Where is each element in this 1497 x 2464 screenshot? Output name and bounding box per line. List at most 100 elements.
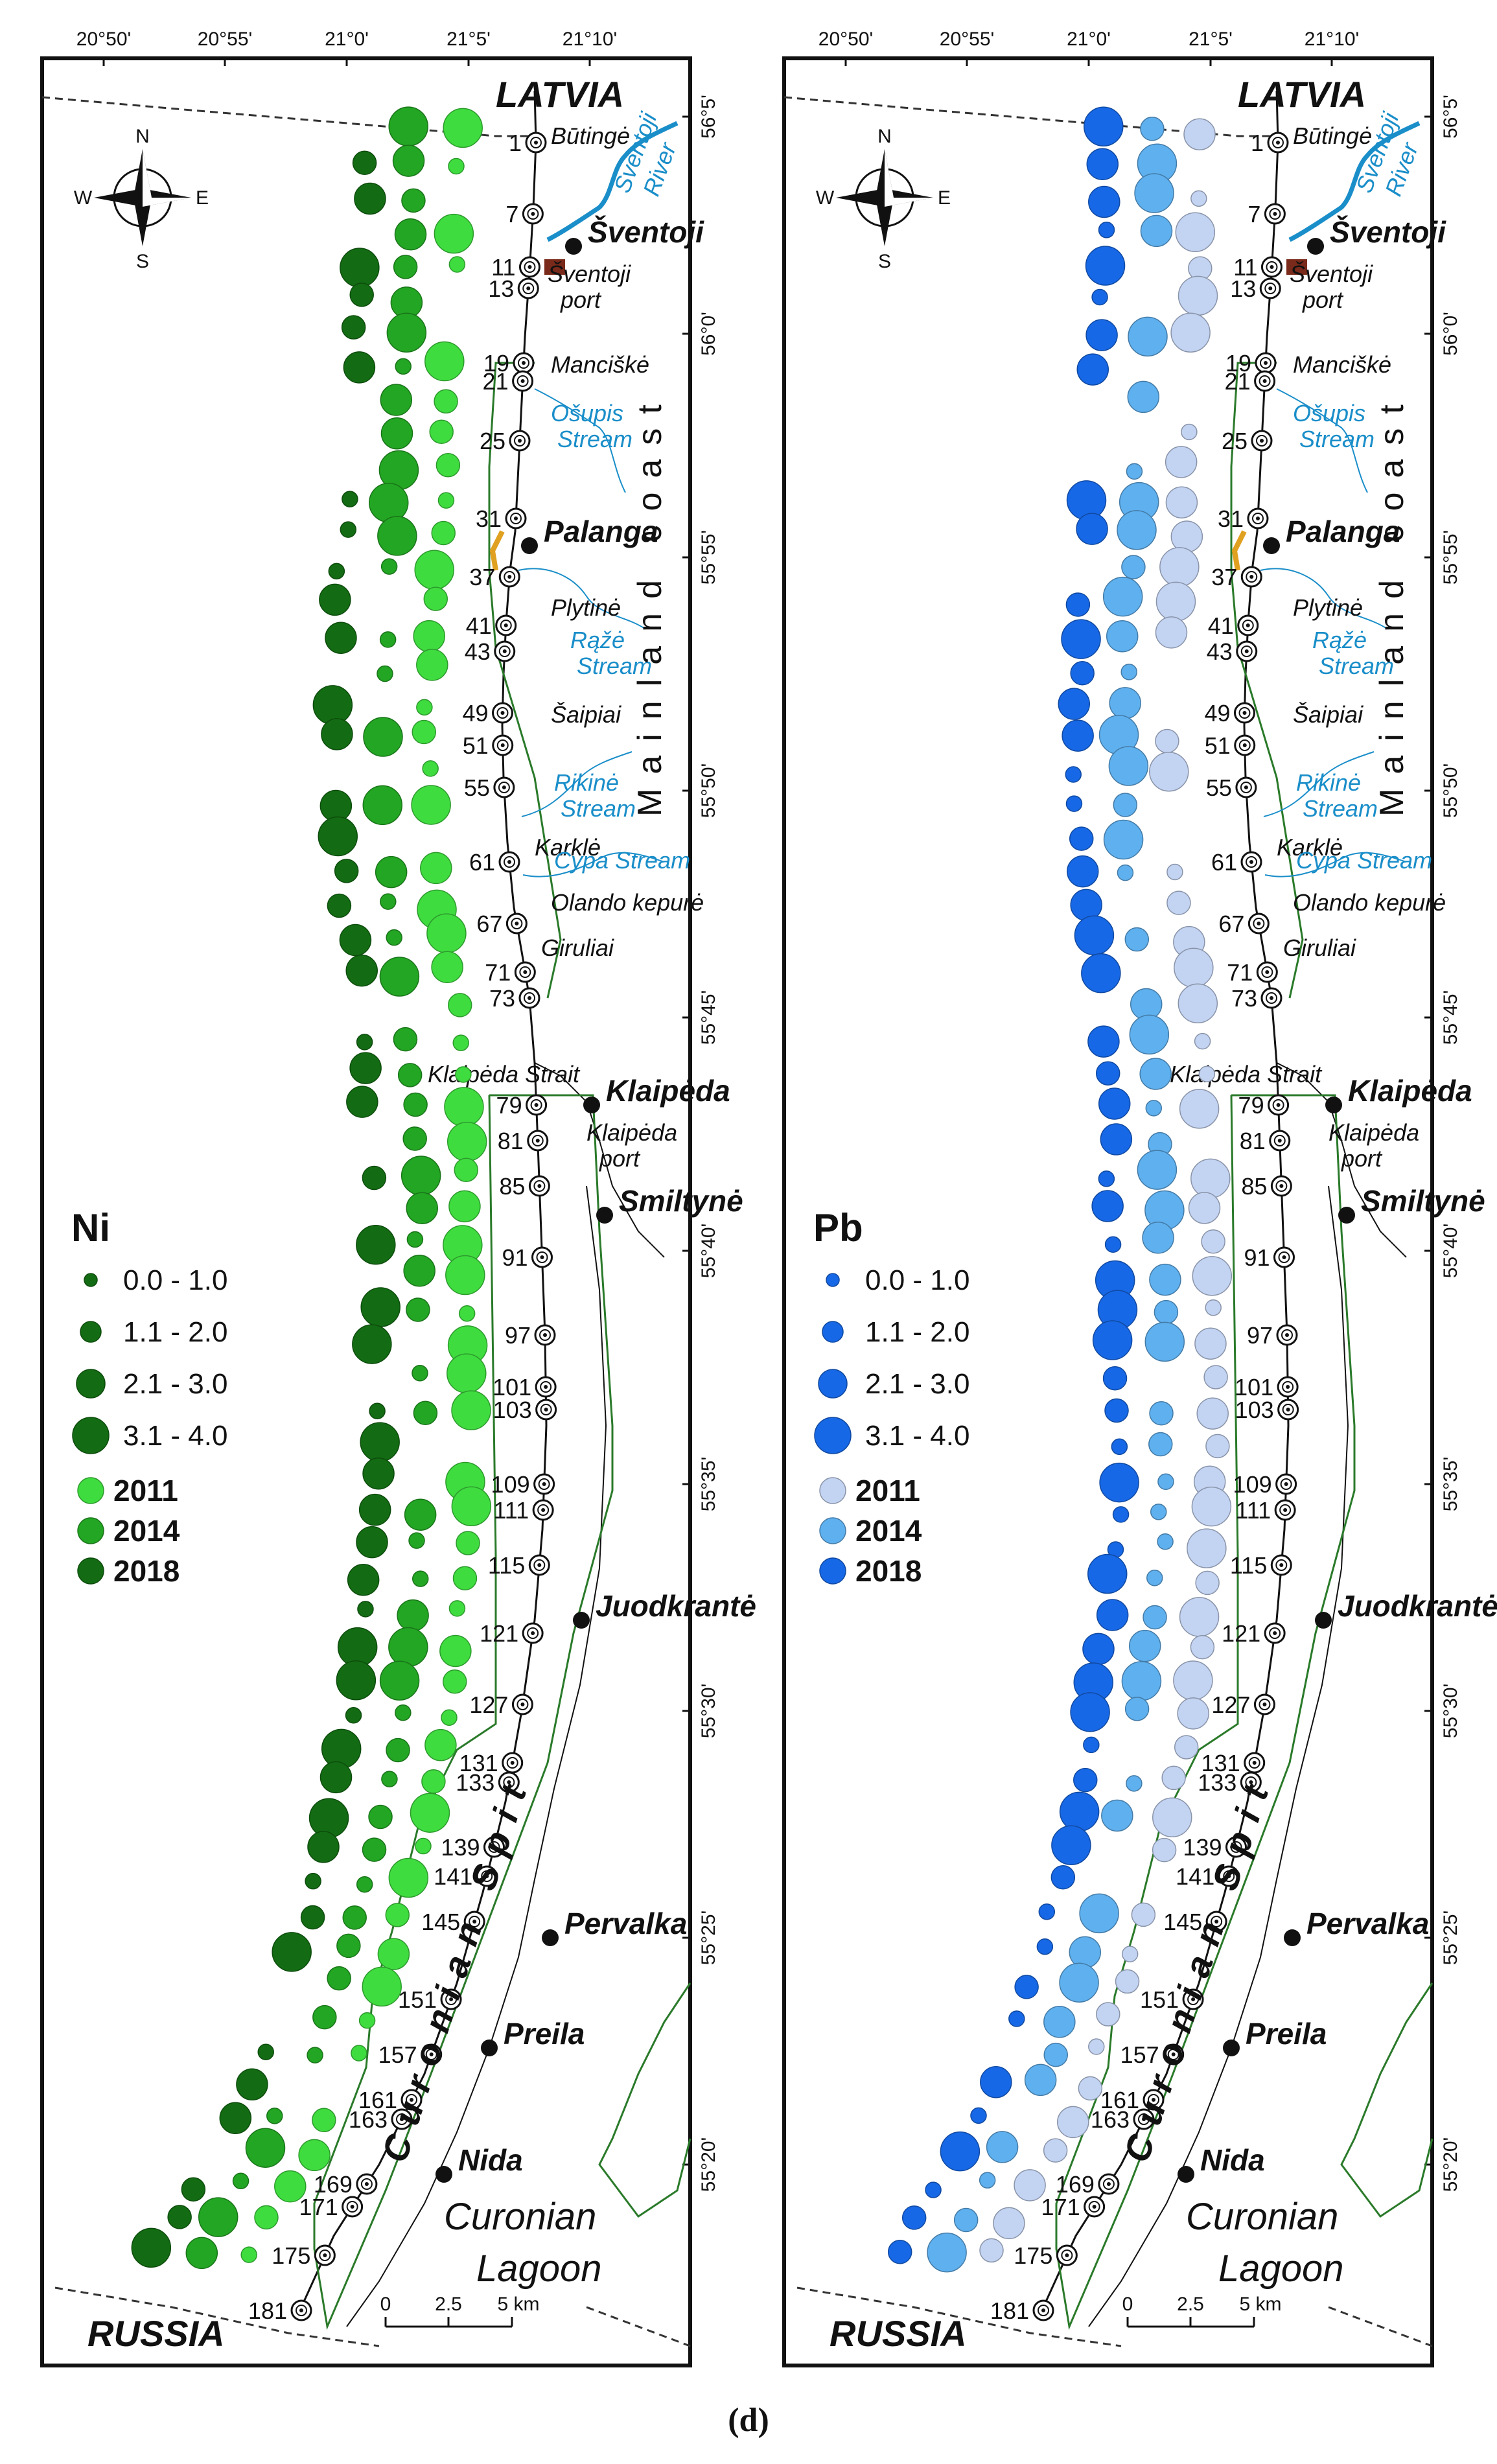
sample-2011 xyxy=(451,1390,491,1430)
station-label: 37 xyxy=(1211,564,1237,590)
water-label: Stream xyxy=(1303,795,1378,822)
station-marker-ring xyxy=(1272,137,1284,148)
station-label: 161 xyxy=(358,2087,397,2113)
station-label: 145 xyxy=(1163,1909,1202,1935)
station-marker-ring xyxy=(536,1251,548,1263)
station-label: 139 xyxy=(441,1834,480,1861)
sample-2011 xyxy=(1198,1065,1216,1082)
station-marker-dot xyxy=(504,623,508,627)
sample-2014 xyxy=(1157,1473,1174,1491)
sample-2011 xyxy=(358,2012,376,2029)
sample-2014 xyxy=(403,1255,435,1287)
station-label: 25 xyxy=(1222,428,1248,454)
sample-2018 xyxy=(1085,246,1126,286)
sample-2011 xyxy=(1190,1634,1215,1660)
station-label: 41 xyxy=(1208,612,1234,639)
palanga-pier xyxy=(489,530,505,571)
town-label: Pervalka xyxy=(1306,1907,1429,1940)
sample-2018 xyxy=(358,1493,391,1526)
sample-2011 xyxy=(448,256,466,273)
legend-year-symbol xyxy=(819,1477,846,1504)
town-marker xyxy=(1223,2040,1240,2056)
mainland-coast-label: Mainland coast xyxy=(631,390,669,817)
compass-w: W xyxy=(816,187,835,209)
sample-2014 xyxy=(1109,687,1141,719)
sample-2014 xyxy=(401,188,426,213)
sample-2018 xyxy=(970,2107,987,2124)
lagoon-label: Curonian xyxy=(1186,2196,1338,2238)
sample-2014 xyxy=(1121,1661,1162,1701)
station-marker-ring xyxy=(1282,1404,1294,1415)
sample-2014 xyxy=(388,1627,428,1668)
station-label: 41 xyxy=(466,612,492,639)
sample-2018 xyxy=(1102,1366,1128,1391)
town-marker xyxy=(1338,1207,1355,1224)
station-marker-dot xyxy=(1256,517,1260,520)
station-marker-ring xyxy=(445,1993,458,2005)
town-label: Klaipėda xyxy=(606,1074,730,1108)
town-label: Preila xyxy=(504,2017,585,2051)
compass-highlight xyxy=(143,198,191,207)
sventoji-river xyxy=(1288,121,1421,242)
station-label: 109 xyxy=(1233,1471,1272,1498)
sample-2014 xyxy=(1157,1533,1174,1550)
station-marker-dot xyxy=(1214,1920,1219,1924)
station-marker-dot xyxy=(1257,922,1261,925)
sample-2018 xyxy=(1091,1190,1124,1222)
scale-label: 2.5 xyxy=(435,2294,462,2315)
sample-2011 xyxy=(441,1709,458,1726)
station-marker-ring xyxy=(1281,1329,1293,1341)
lagoon-protected-outline xyxy=(598,1982,691,2218)
compass-w: W xyxy=(74,187,93,209)
legend-size-symbol xyxy=(80,1321,102,1343)
station-marker-dot xyxy=(1276,1103,1281,1107)
sample-2018 xyxy=(1062,719,1094,752)
sample-2011 xyxy=(444,1087,484,1127)
station-marker-dot xyxy=(514,517,518,520)
lon-label: 21°10' xyxy=(1305,29,1359,50)
sample-2018 xyxy=(347,1563,380,1596)
station-marker-dot xyxy=(1264,361,1268,365)
sample-2018 xyxy=(1084,106,1124,146)
sample-2011 xyxy=(416,699,433,716)
station-marker-ring xyxy=(1088,2201,1100,2213)
station-marker-ring xyxy=(1256,435,1268,447)
sample-2011 xyxy=(1057,2106,1089,2139)
map-panel-pb: 20°50' 20°55' 21°0' 21°5' 21°10' 56°5' 56°0' 55… xyxy=(782,29,1497,2367)
station-marker-ring xyxy=(1245,1776,1257,1788)
station-label: 169 xyxy=(1056,2171,1095,2198)
sample-2011 xyxy=(274,2170,307,2203)
station-marker-dot xyxy=(449,1997,454,2001)
station-marker-dot xyxy=(534,1103,539,1107)
station-marker-ring xyxy=(518,357,529,369)
sample-2018 xyxy=(1091,288,1108,306)
country-label-north: LATVIA xyxy=(1238,74,1366,115)
sample-2014 xyxy=(1106,620,1139,653)
legend-year: 2011 xyxy=(855,1474,920,1507)
sample-2018 xyxy=(321,718,353,750)
station-marker-ring xyxy=(1167,2049,1179,2060)
station-label: 61 xyxy=(469,849,495,876)
sample-2014 xyxy=(412,1364,428,1382)
palanga-pier xyxy=(1231,530,1247,571)
station-marker-dot xyxy=(1242,711,1247,715)
station-marker-ring xyxy=(516,1699,529,1710)
sample-2018 xyxy=(1058,688,1090,720)
station-label: 171 xyxy=(1041,2194,1080,2220)
station-label: 101 xyxy=(1235,1374,1273,1401)
sample-2011 xyxy=(1014,2169,1046,2202)
town-label: Šventoji xyxy=(1330,215,1446,249)
sample-2018 xyxy=(356,1225,396,1265)
sample-2018 xyxy=(167,2205,192,2229)
station-marker-dot xyxy=(520,1703,525,1706)
sample-2018 xyxy=(325,622,357,654)
lon-label: 20°55' xyxy=(940,29,994,50)
station-marker-ring xyxy=(538,1478,550,1490)
sample-2014 xyxy=(979,2172,996,2189)
sample-2014 xyxy=(986,2131,1019,2163)
station-label: 97 xyxy=(505,1322,531,1349)
sample-2014 xyxy=(395,1704,412,1721)
station-marker-ring xyxy=(504,856,515,868)
station-marker-ring xyxy=(1279,1504,1292,1516)
sample-2014 xyxy=(386,929,402,946)
